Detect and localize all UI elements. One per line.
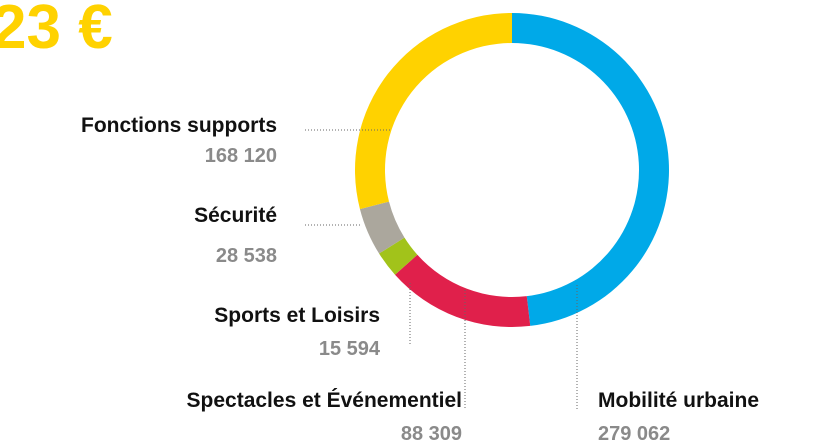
slice-label: Sécurité	[194, 204, 277, 227]
value-label: 279 062	[598, 423, 670, 445]
slice-label: Fonctions supports	[81, 114, 277, 137]
slice-label: Spectacles et Événementiel	[187, 389, 462, 412]
chart-title: 23 €	[0, 0, 113, 62]
slice-label: Sports et Loisirs	[214, 304, 380, 327]
donut-slice	[395, 254, 531, 327]
donut-slice	[359, 201, 405, 254]
slice-label: Mobilité urbaine	[598, 389, 759, 412]
donut-slice	[379, 237, 418, 275]
value-label: 88 309	[401, 423, 462, 445]
donut-slice	[512, 13, 669, 326]
donut-slice	[355, 13, 512, 210]
value-label: 168 120	[205, 145, 277, 167]
value-label: 15 594	[319, 338, 381, 360]
value-label: 28 538	[216, 245, 277, 267]
